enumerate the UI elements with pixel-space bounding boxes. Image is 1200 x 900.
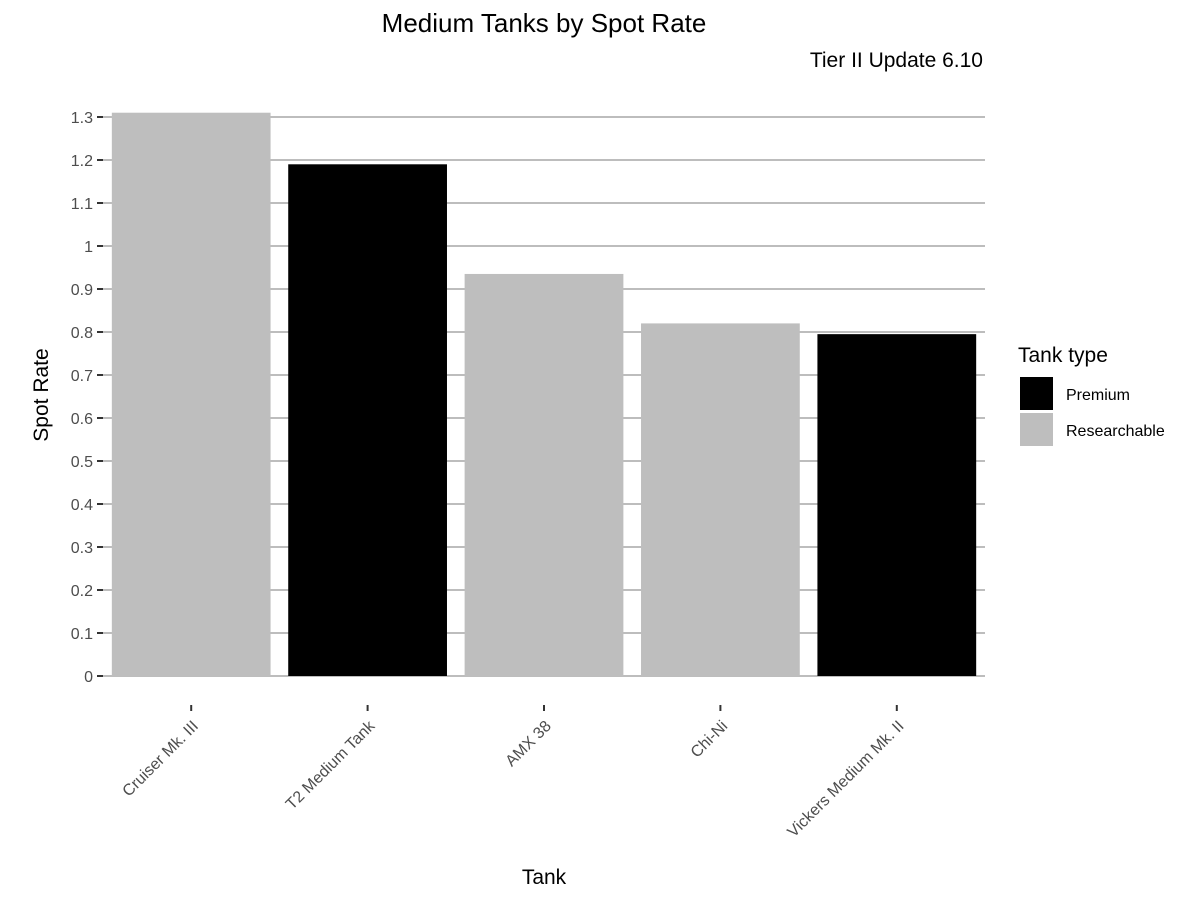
y-tick-label: 0.5 <box>71 454 93 471</box>
y-tick-label: 0.7 <box>71 368 93 385</box>
x-tick-label: T2 Medium Tank <box>283 717 379 813</box>
legend-title: Tank type <box>1018 344 1108 367</box>
legend: Tank type Premium Researchable <box>1018 344 1165 446</box>
legend-label: Premium <box>1066 387 1130 404</box>
y-tick-label: 0.1 <box>71 626 93 643</box>
y-axis: 0 0.1 0.2 0.3 0.4 0.5 0.6 0.7 0.8 0.9 1 1.1 1.2 1.3 <box>71 110 103 686</box>
chart-title: Medium Tanks by Spot Rate <box>382 8 707 38</box>
chart-subtitle: Tier II Update 6.10 <box>810 49 983 72</box>
y-tick-label: 0.6 <box>71 411 93 428</box>
x-tick-label: Vickers Medium Mk. II <box>785 718 908 841</box>
y-tick-label: 1.3 <box>71 110 93 127</box>
x-axis-title: Tank <box>522 866 567 889</box>
x-tick-label: Chi-Ni <box>688 718 731 761</box>
bars <box>111 112 977 677</box>
bar <box>817 334 977 676</box>
bar <box>288 164 447 677</box>
legend-label: Researchable <box>1066 423 1165 440</box>
y-tick-label: 0.4 <box>71 497 93 514</box>
bar <box>111 112 271 676</box>
y-tick-label: 1 <box>84 239 93 256</box>
x-tick-label: Cruiser Mk. III <box>120 718 202 800</box>
y-tick-label: 1.2 <box>71 153 93 170</box>
legend-swatch <box>1020 413 1053 446</box>
x-tick-label: AMX 38 <box>503 718 555 770</box>
y-axis-title: Spot Rate <box>30 348 53 441</box>
y-tick-label: 0.8 <box>71 325 93 342</box>
y-tick-label: 1.1 <box>71 196 93 213</box>
y-tick-label: 0.9 <box>71 282 93 299</box>
y-tick-label: 0 <box>84 669 93 686</box>
bar <box>641 323 800 676</box>
y-tick-label: 0.3 <box>71 540 93 557</box>
x-axis: Cruiser Mk. III T2 Medium Tank AMX 38 Chi-N… <box>120 705 908 841</box>
legend-swatch <box>1020 377 1053 410</box>
bar <box>464 273 624 676</box>
y-tick-label: 0.2 <box>71 583 93 600</box>
